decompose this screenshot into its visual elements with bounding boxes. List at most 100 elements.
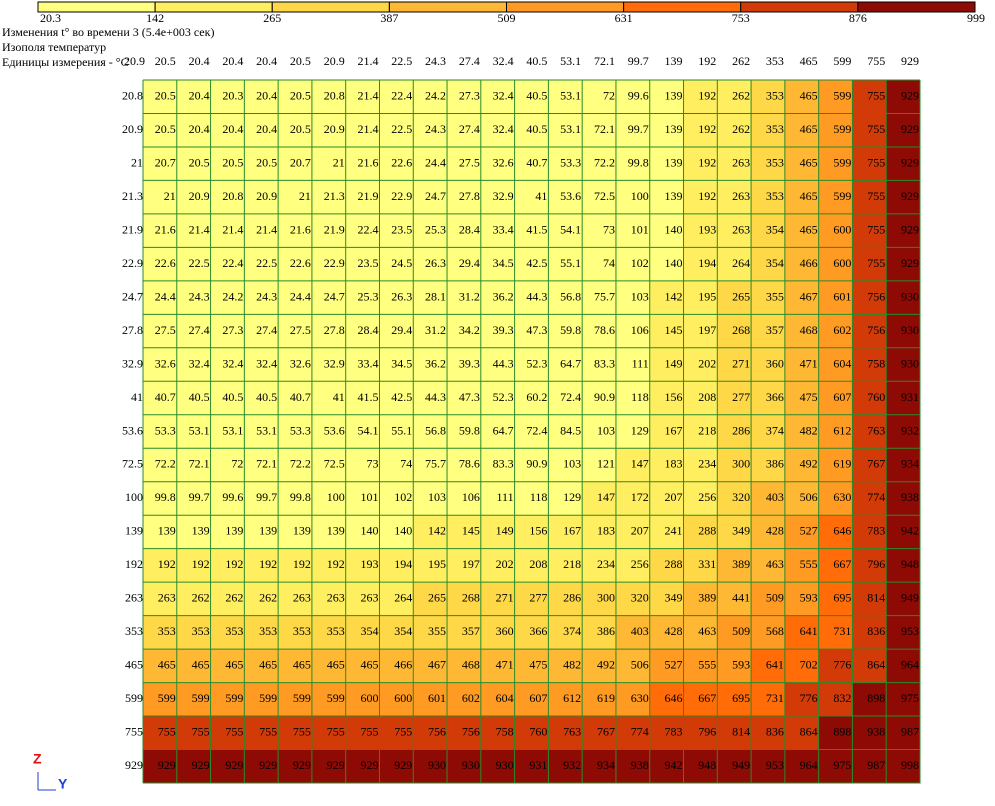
cell xyxy=(886,716,921,751)
cell-value: 20.4 xyxy=(189,122,210,136)
cell xyxy=(413,515,448,550)
cell xyxy=(818,414,853,449)
cell xyxy=(447,280,482,315)
column-header: 21.4 xyxy=(357,54,378,68)
cell-value: 27.5 xyxy=(459,155,480,169)
cell xyxy=(751,314,786,349)
cell-value: 796 xyxy=(867,557,885,571)
cell xyxy=(278,448,313,483)
row-header: 263 xyxy=(125,591,143,605)
cell xyxy=(447,381,482,416)
cell-value: 47.3 xyxy=(526,323,547,337)
cell-value: 172 xyxy=(631,490,649,504)
cell-value: 471 xyxy=(496,658,514,672)
cell xyxy=(615,113,651,148)
cell xyxy=(717,381,752,416)
cell xyxy=(244,213,279,248)
cell xyxy=(548,548,583,583)
cell xyxy=(379,515,414,550)
cell xyxy=(311,515,347,550)
cell-value: 755 xyxy=(225,725,243,739)
cell-value: 139 xyxy=(665,122,683,136)
cell xyxy=(784,213,820,248)
cell-value: 41.5 xyxy=(357,390,378,404)
cell xyxy=(818,749,853,784)
cell-value: 202 xyxy=(496,557,514,571)
cell-value: 964 xyxy=(901,658,919,672)
cell-value: 832 xyxy=(833,691,851,705)
cell-value: 33.4 xyxy=(357,356,378,370)
cell xyxy=(582,347,617,382)
cell xyxy=(413,448,448,483)
cell xyxy=(717,247,752,282)
cell xyxy=(818,448,853,483)
cell xyxy=(210,716,245,751)
cell-value: 218 xyxy=(563,557,581,571)
cell xyxy=(548,515,583,550)
cell xyxy=(480,347,516,382)
cell-value: 386 xyxy=(597,624,615,638)
cell xyxy=(413,582,448,617)
cell-value: 55.1 xyxy=(560,256,581,270)
cell-value: 482 xyxy=(563,658,581,672)
cell xyxy=(413,481,448,516)
cell-value: 32.4 xyxy=(256,356,277,370)
column-header: 599 xyxy=(833,54,851,68)
cell xyxy=(514,749,549,784)
cell-value: 20.7 xyxy=(155,155,176,169)
cell xyxy=(345,515,380,550)
cell-value: 32.9 xyxy=(493,189,514,203)
cell xyxy=(784,582,820,617)
legend-swatch xyxy=(740,1,859,13)
cell-value: 731 xyxy=(833,624,851,638)
cell-value: 975 xyxy=(833,758,851,772)
cell xyxy=(582,213,617,248)
cell xyxy=(615,347,651,382)
cell xyxy=(278,582,313,617)
cell-value: 22.9 xyxy=(324,256,345,270)
cell xyxy=(649,749,685,784)
cell-value: 208 xyxy=(698,390,716,404)
column-header: 20.9 xyxy=(324,54,345,68)
cell-value: 929 xyxy=(225,758,243,772)
cell-value: 934 xyxy=(901,457,919,471)
cell xyxy=(379,615,414,650)
row-header: 353 xyxy=(125,624,143,638)
cell-value: 20.7 xyxy=(290,155,311,169)
cell xyxy=(818,649,853,684)
cell-value: 776 xyxy=(800,691,818,705)
cell-value: 139 xyxy=(327,524,345,538)
cell-value: 263 xyxy=(327,591,345,605)
cell xyxy=(886,146,921,181)
cell-value: 28.1 xyxy=(425,289,446,303)
cell-value: 99.7 xyxy=(189,490,210,504)
cell-value: 53.1 xyxy=(560,122,581,136)
cell xyxy=(784,682,820,717)
cell-value: 601 xyxy=(833,289,851,303)
cell xyxy=(413,213,448,248)
cell-value: 42.5 xyxy=(391,390,412,404)
cell-value: 24.4 xyxy=(290,289,311,303)
cell xyxy=(244,247,279,282)
cell-value: 193 xyxy=(360,557,378,571)
cell xyxy=(514,213,549,248)
cell-value: 755 xyxy=(158,725,176,739)
cell xyxy=(751,548,786,583)
cell xyxy=(818,582,853,617)
cell xyxy=(210,515,245,550)
cell-value: 695 xyxy=(732,691,750,705)
cell-value: 40.7 xyxy=(526,155,547,169)
cell-value: 72.1 xyxy=(256,457,277,471)
cell-value: 52.3 xyxy=(526,356,547,370)
cell-value: 602 xyxy=(833,323,851,337)
cell-value: 492 xyxy=(800,457,818,471)
cell xyxy=(176,347,212,382)
cell-value: 366 xyxy=(766,390,784,404)
cell-value: 183 xyxy=(597,524,615,538)
cell-value: 33.4 xyxy=(493,222,514,236)
cell xyxy=(548,615,583,650)
cell-value: 22.4 xyxy=(391,88,412,102)
cell xyxy=(649,280,685,315)
cell xyxy=(886,381,921,416)
cell xyxy=(683,180,718,215)
